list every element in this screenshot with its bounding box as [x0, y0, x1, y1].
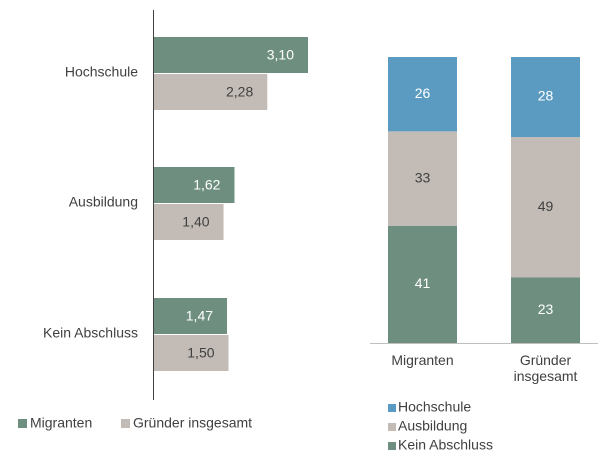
bar	[154, 298, 228, 334]
y-tick-label: Hochschule	[65, 64, 138, 80]
legend-swatch	[18, 419, 27, 428]
data-label: 41	[415, 275, 431, 291]
y-tick-label: Ausbildung	[69, 194, 138, 210]
bar	[154, 335, 229, 371]
legend-label: Hochschule	[398, 399, 471, 415]
bar-segment	[388, 57, 457, 132]
bar	[154, 74, 268, 110]
x-tick-label: Migranten	[391, 352, 454, 368]
bar-segment	[388, 225, 457, 343]
data-label: 1,62	[193, 177, 220, 193]
legend-swatch	[388, 423, 396, 431]
legend-label: Migranten	[30, 415, 92, 431]
data-label: 26	[415, 85, 431, 101]
legend-swatch	[388, 404, 396, 412]
data-label: 2,28	[226, 84, 253, 100]
x-tick-label: Gründer insgesamt	[513, 352, 578, 384]
data-label: 3,10	[267, 47, 294, 63]
data-label: 49	[538, 198, 554, 214]
data-label: 1,40	[182, 214, 209, 230]
bar	[154, 37, 308, 73]
data-label: 28	[538, 88, 554, 104]
bar-segment	[511, 277, 580, 343]
y-tick-label: Kein Abschluss	[43, 325, 138, 341]
bar-segment	[388, 131, 457, 226]
bar	[154, 204, 224, 240]
bar	[154, 167, 235, 203]
legend-label: Ausbildung	[398, 418, 467, 434]
legend-swatch	[388, 442, 396, 450]
data-label: 23	[538, 301, 554, 317]
legend-label: Kein Abschluss	[398, 437, 493, 453]
data-label: 33	[415, 169, 431, 185]
data-label: 1,47	[186, 308, 213, 324]
legend-swatch	[121, 419, 130, 428]
bar-segment	[511, 57, 580, 138]
bar-segment	[511, 137, 580, 278]
legend-label: Gründer insgesamt	[133, 415, 252, 431]
data-label: 1,50	[187, 345, 214, 361]
